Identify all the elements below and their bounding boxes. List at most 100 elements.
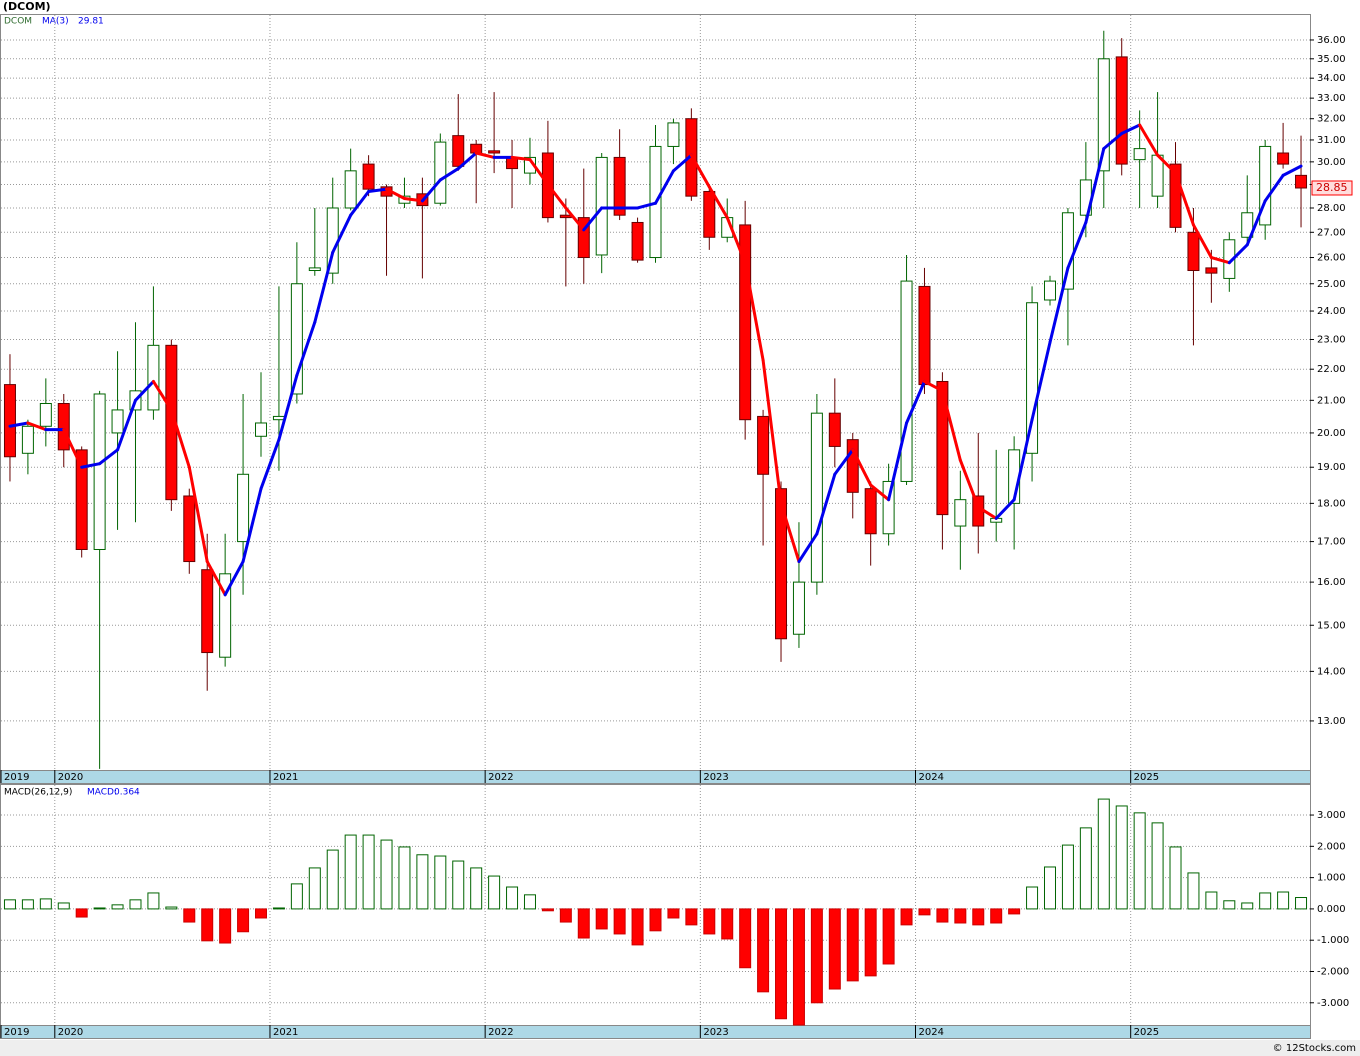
y-tick-label: -2.000 [1317,966,1349,977]
macd-legend-name: MACD: [87,788,117,798]
ma-segment [1227,243,1249,265]
y-tick-label: 0.000 [1317,904,1346,915]
x-axis-strip [0,770,1311,784]
macd-bar [434,855,447,910]
macd-bar [111,904,124,910]
candle-body [775,488,788,640]
macd-bar [3,899,16,910]
macd-bar [1008,908,1021,915]
ma-segment [833,448,855,476]
x-tick-label: 2021 [273,772,298,783]
macd-bar [470,867,483,910]
macd-bar [398,846,411,910]
ma-segment [922,379,944,393]
candle-body [201,569,214,654]
ma-segment [133,379,155,402]
candle-body [1169,163,1182,228]
ma-segment [1174,171,1195,227]
ma-segment [761,358,783,505]
candle-body [792,581,805,635]
ma-segment [1030,340,1052,422]
footer [0,1040,1360,1056]
y-tick-label: 3.000 [1317,810,1346,821]
macd-bar [541,908,554,912]
macd-bar [1169,846,1182,910]
x-tick-label: 2024 [919,772,944,783]
y-tick-label: -3.000 [1317,998,1349,1009]
ma-segment [1102,131,1124,151]
ma-segment [1012,418,1034,502]
macd-bar [918,908,931,916]
ma-segment [1281,164,1303,177]
ma-segment [725,216,747,265]
last-price-box [1311,180,1353,196]
candle-body [1151,154,1164,197]
y-tick-label: 28.00 [1317,203,1346,214]
ma-segment [1245,199,1267,247]
ma-segment [1156,153,1178,175]
y-tick-label: 36.00 [1317,35,1346,46]
ma-segment [259,438,281,491]
y-tick-label: 34.00 [1317,73,1346,84]
y-tick-label: 1.000 [1317,873,1346,884]
candle-body [936,380,949,516]
macd-bar [631,908,644,946]
macd-bar [577,908,590,939]
macd-bar [846,908,859,982]
ma-segment [331,213,353,254]
macd-bar [739,908,752,969]
candle-body [1115,56,1128,165]
y-tick-label: 32.00 [1317,114,1346,125]
chart-title: (DCOM) [3,0,51,13]
ma-segment [887,421,909,502]
x-tick-label: 2022 [488,1027,513,1038]
macd-bar [613,908,626,935]
macd-bar [864,908,877,977]
candle-body [882,480,895,535]
macd-bar [165,906,178,910]
macd-bar [721,908,734,940]
last-price-label: 28.85 [1316,181,1348,194]
candle-body [559,214,572,219]
candle-body [810,412,823,583]
y-tick-label: 18.00 [1317,498,1346,509]
ma-segment [1263,173,1285,203]
candle-body [918,285,931,386]
credit: © 12Stocks.com [1273,1043,1356,1054]
candle-body [739,224,752,421]
ma-segment [98,448,120,466]
ma-segment [707,185,729,220]
candle-body [75,449,88,550]
ma-segment [1048,266,1070,344]
candle-body [147,344,160,411]
x-tick-label: 2019 [4,772,29,783]
macd-bar [1259,892,1272,910]
x-axis-strip [0,1025,1311,1039]
x-tick-label: 2023 [703,772,728,783]
y-tick-label: 13.00 [1317,716,1346,727]
y-tick-label: 24.00 [1317,306,1346,317]
y-tick-label: 35.00 [1317,54,1346,65]
ma-segment [815,472,837,536]
ma-segment [116,398,137,452]
candle-body [219,573,232,658]
x-tick-label: 2023 [703,1027,728,1038]
macd-bar [1241,902,1254,910]
candle-body [1043,280,1056,301]
macd-bar [219,908,232,944]
legend-ma: MA(3) [42,17,69,27]
ma-segment [743,261,765,362]
candle-body [290,283,303,395]
y-tick-label: 25.00 [1317,279,1346,290]
ma-segment [385,187,406,201]
macd-bar [810,908,823,1004]
macd-bar [380,839,393,910]
macd-bar [1115,805,1128,910]
macd-bar [595,908,608,930]
candle-body [39,403,52,427]
macd-bar [129,899,142,910]
ma-segment [994,498,1016,520]
candle-body [237,473,250,543]
macd-bar [757,908,770,993]
macd-bar [255,908,268,919]
